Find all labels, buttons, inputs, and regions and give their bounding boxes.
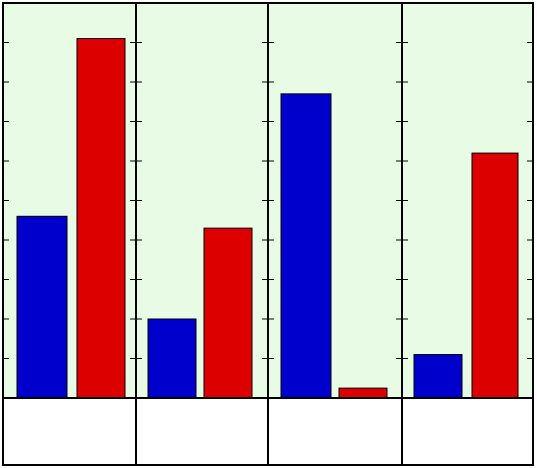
bar-series-2-group-3 [338, 387, 388, 399]
bar-series-1-group-3 [280, 93, 332, 399]
bar-series-1-group-4 [413, 354, 463, 399]
bars-layer [16, 38, 519, 399]
bar-series-2-group-1 [76, 38, 126, 399]
bar-series-1-group-2 [147, 318, 197, 399]
bar-series-1-group-1 [16, 215, 68, 399]
bar-series-2-group-2 [203, 227, 253, 399]
bar-series-2-group-4 [471, 152, 519, 399]
